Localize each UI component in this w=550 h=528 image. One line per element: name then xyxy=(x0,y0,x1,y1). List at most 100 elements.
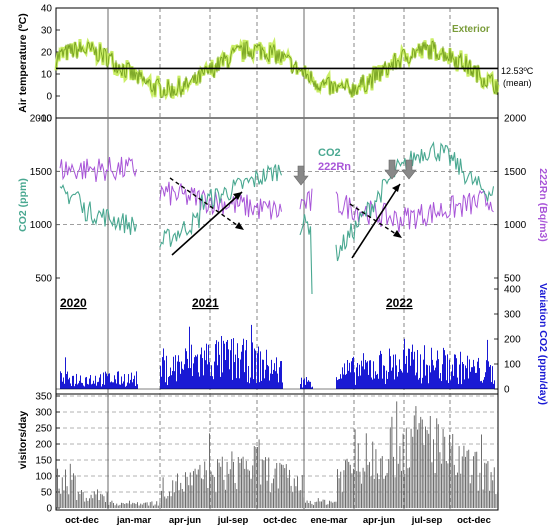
variation-bar xyxy=(389,349,390,389)
variation-bar xyxy=(489,367,490,389)
visitors-bar xyxy=(367,465,368,508)
variation-bar xyxy=(490,365,491,389)
variation-bar xyxy=(191,345,192,389)
visitors-bar xyxy=(452,434,453,508)
variation-bar xyxy=(280,361,281,389)
visitors-bar xyxy=(116,504,117,508)
visitors-bar xyxy=(262,459,263,508)
visitors-bar xyxy=(383,479,384,508)
variation-bar xyxy=(85,377,86,389)
variation-bar xyxy=(353,357,354,389)
variation-bar xyxy=(163,348,164,389)
visitors-bar xyxy=(119,505,120,508)
visitors-bar xyxy=(179,490,180,508)
visitors-bar xyxy=(278,489,279,509)
variation-bar xyxy=(93,381,94,389)
variation-bar xyxy=(340,374,341,389)
variation-bar xyxy=(190,368,191,389)
variation-bar xyxy=(463,364,464,389)
variation-bar xyxy=(338,379,339,389)
visitors-bar xyxy=(167,496,168,508)
co2-variation-panel: 0 100 200 300 400 2020 2021 2022 Variation C… xyxy=(56,283,549,405)
variation-bar xyxy=(63,377,64,389)
visitors-bar xyxy=(123,503,124,508)
visitors-bar xyxy=(390,427,391,508)
variation-bar xyxy=(467,356,468,389)
variation-bar xyxy=(387,379,388,389)
variation-bar xyxy=(304,378,305,389)
variation-bar xyxy=(379,355,380,389)
variation-bar xyxy=(391,371,392,389)
variation-bar xyxy=(408,349,409,389)
variation-bar xyxy=(357,363,358,389)
variation-bar xyxy=(479,368,480,389)
visitors-bar xyxy=(311,504,312,508)
variation-bar xyxy=(203,375,204,389)
visitors-bar xyxy=(235,483,236,508)
variation-bar xyxy=(134,376,135,389)
variation-bar xyxy=(122,384,123,389)
variation-bar xyxy=(123,381,124,389)
visitors-bar xyxy=(401,471,402,508)
variation-bar xyxy=(345,375,346,389)
variation-bar xyxy=(392,367,393,389)
variation-bar xyxy=(67,372,68,389)
visitors-bar xyxy=(337,469,338,508)
variation-bar xyxy=(195,355,196,389)
visitors-bar xyxy=(459,446,460,508)
variation-bar xyxy=(182,369,183,389)
panel-frames xyxy=(56,8,498,510)
variation-bar xyxy=(436,361,437,389)
visitors-bar xyxy=(78,492,79,508)
variation-bar xyxy=(458,384,459,389)
variation-bar xyxy=(303,380,304,389)
variation-bar xyxy=(277,374,278,389)
visitors-bar xyxy=(110,502,111,508)
variation-bar xyxy=(300,384,301,389)
visitors-bar xyxy=(286,464,287,508)
visitors-bar xyxy=(251,479,252,508)
variation-bar xyxy=(274,363,275,389)
visitors-bar xyxy=(308,503,309,508)
variation-bar xyxy=(199,377,200,389)
variation-bar xyxy=(244,372,245,389)
variation-bar xyxy=(352,358,353,389)
variation-bar xyxy=(252,342,253,389)
visitors-bar xyxy=(355,429,356,508)
co2-y-label: CO2 (ppm) xyxy=(17,178,29,232)
visitors-bar xyxy=(71,480,72,508)
visitors-bar xyxy=(340,472,341,508)
variation-bar xyxy=(210,376,211,389)
variation-bar xyxy=(420,354,421,389)
variation-bar xyxy=(419,378,420,389)
variation-bar xyxy=(388,372,389,389)
variation-bar xyxy=(478,358,479,389)
variation-bar xyxy=(218,342,219,389)
variation-bar xyxy=(251,325,252,389)
visitors-bar xyxy=(252,465,253,508)
visitors-bar xyxy=(244,469,245,508)
variation-bar xyxy=(448,383,449,389)
visitors-bar xyxy=(68,494,69,508)
visitors-bar xyxy=(409,467,410,508)
variation-bar xyxy=(452,365,453,389)
variation-bar xyxy=(491,382,492,389)
variation-bar xyxy=(347,360,348,389)
variation-bar xyxy=(72,376,73,389)
visitors-bar xyxy=(63,490,64,508)
variation-bar xyxy=(235,355,236,389)
event-marker-arrow-1 xyxy=(294,166,308,185)
plot-frame xyxy=(56,8,498,510)
visitors-bar xyxy=(492,480,493,508)
variation-bar xyxy=(308,380,309,389)
variation-bar xyxy=(384,366,385,389)
visitors-bar xyxy=(129,501,130,508)
visitors-bar xyxy=(187,477,188,508)
variation-bar xyxy=(354,372,355,389)
visitors-bar xyxy=(174,492,175,508)
variation-bar xyxy=(268,366,269,389)
variation-bar xyxy=(183,370,184,389)
visitors-bar xyxy=(131,504,132,508)
visitors-bar xyxy=(447,463,448,508)
visitors-bar xyxy=(118,506,119,508)
